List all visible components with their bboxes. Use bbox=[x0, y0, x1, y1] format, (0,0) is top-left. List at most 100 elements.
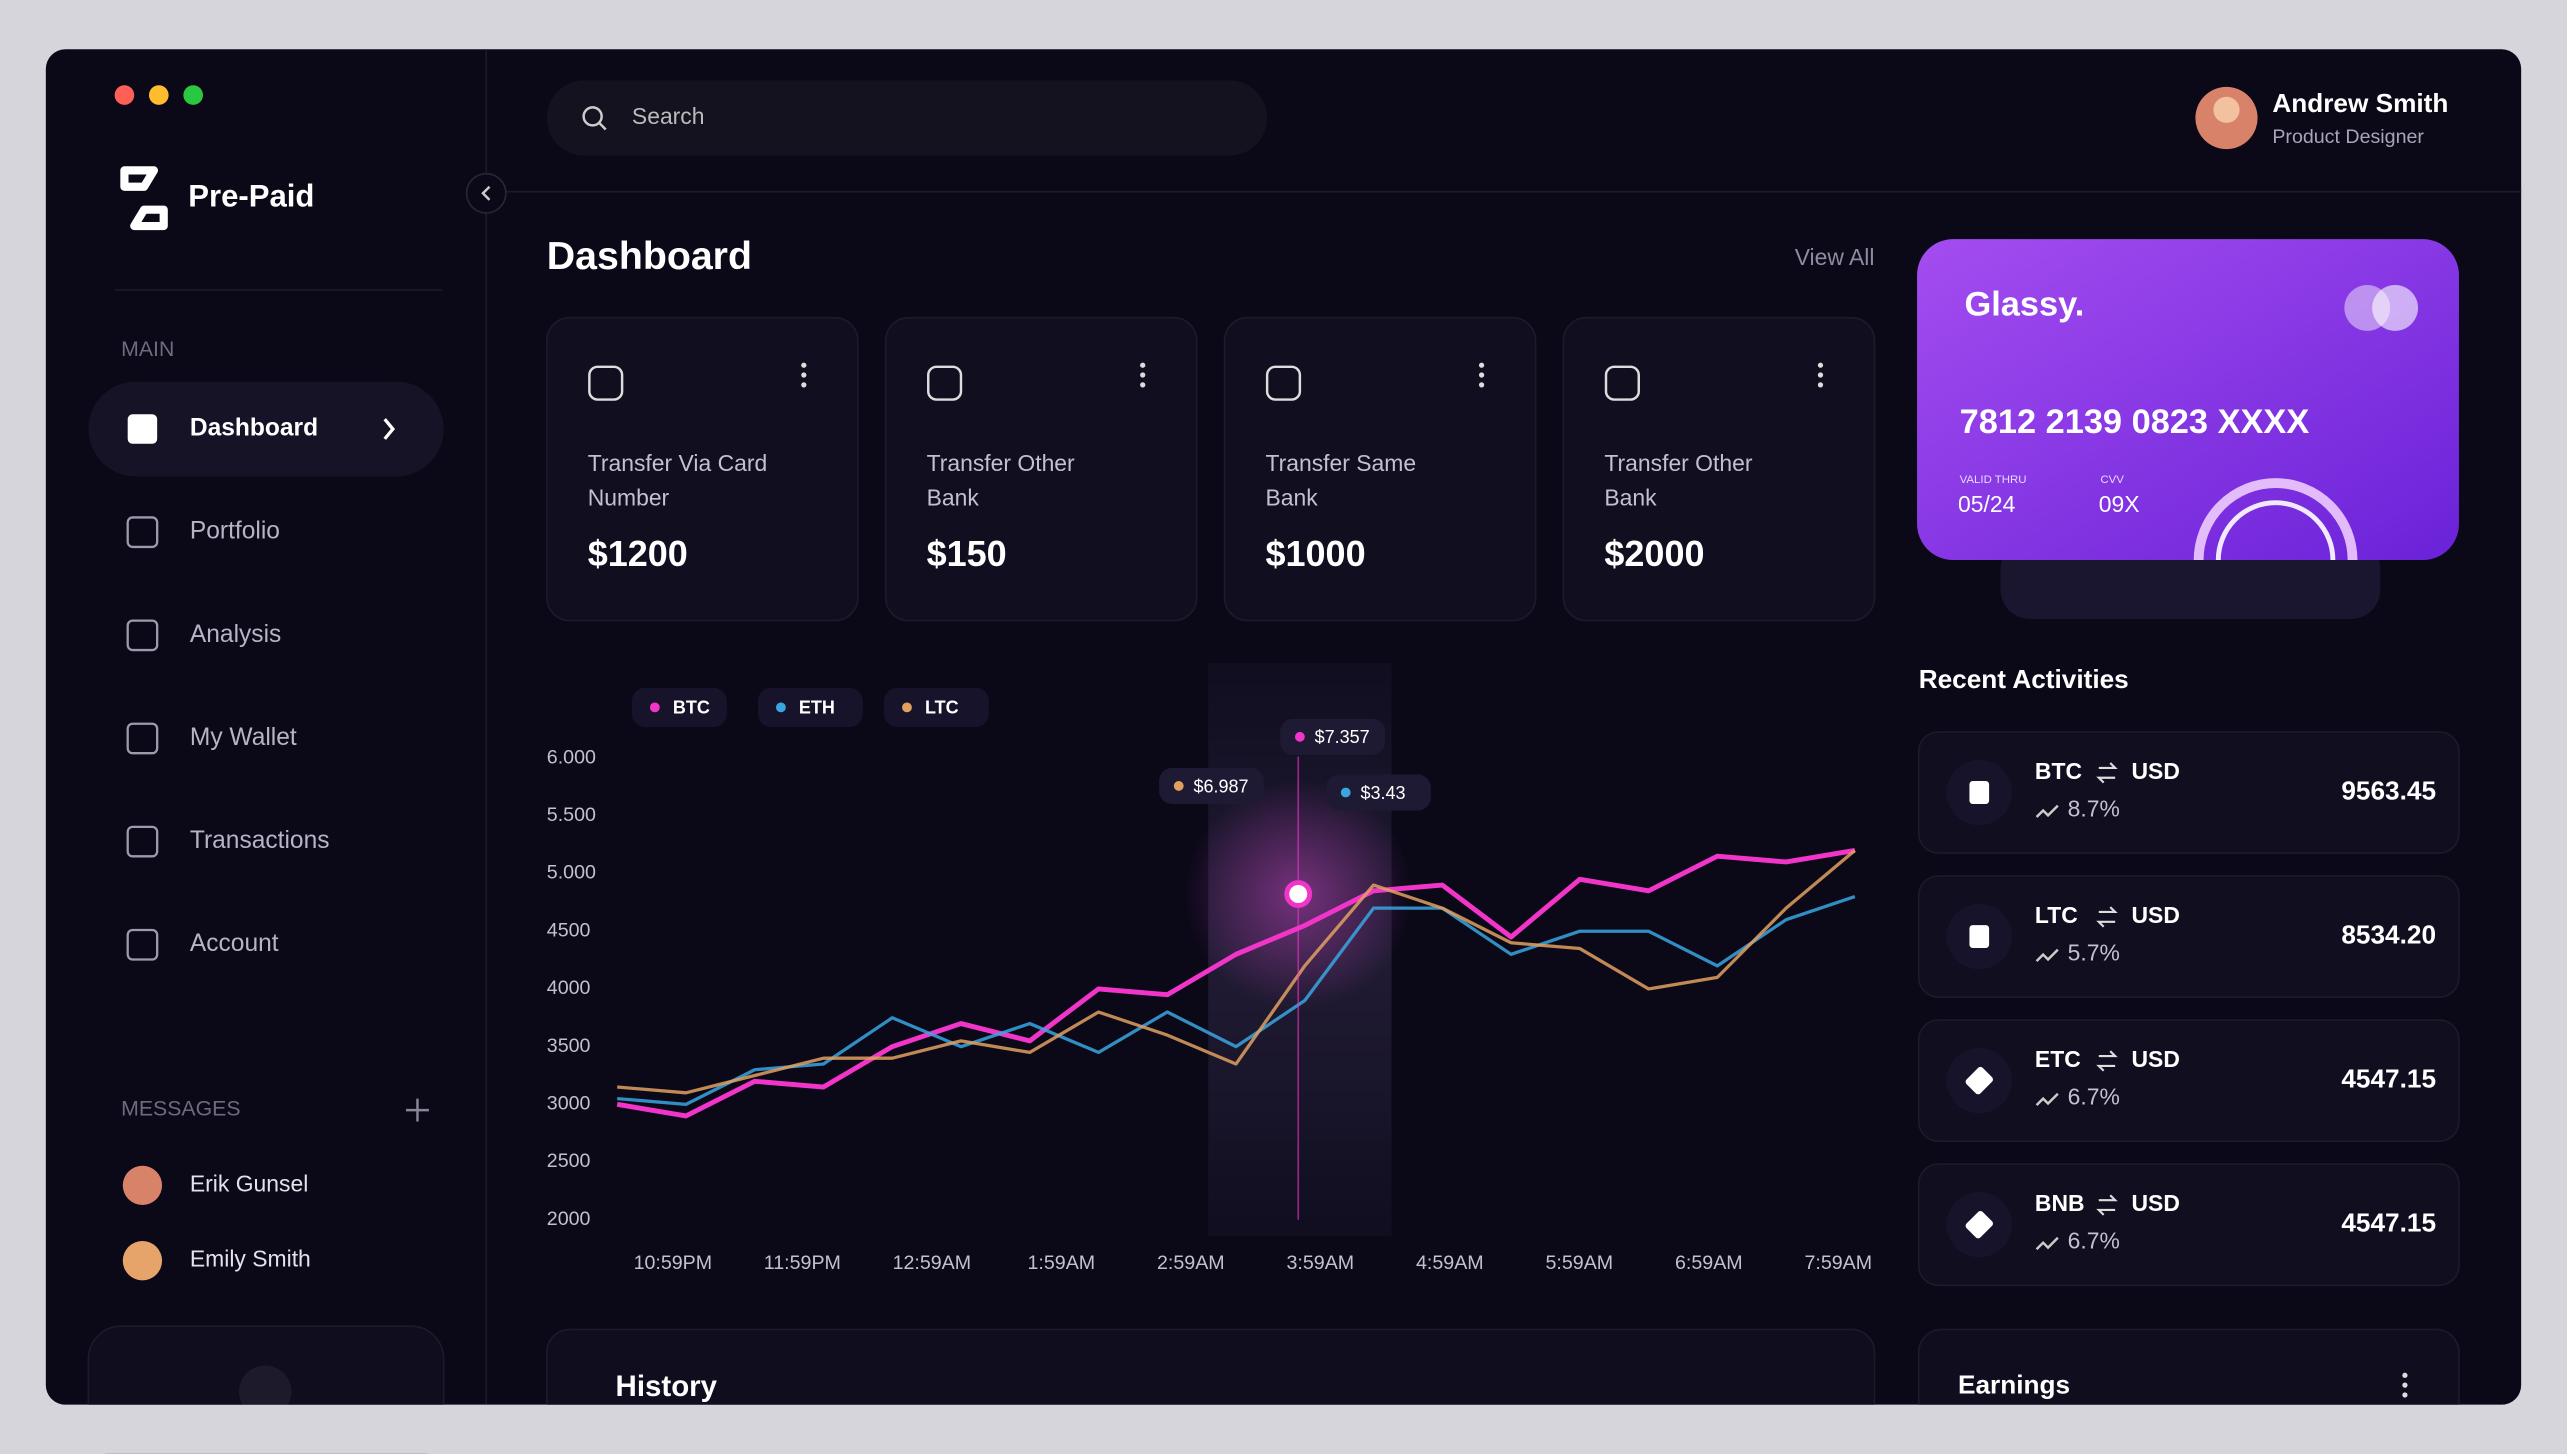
nav-icon[interactable] bbox=[127, 414, 158, 444]
nav-item[interactable]: My Wallet bbox=[190, 724, 297, 751]
trend-icon bbox=[2035, 948, 2059, 962]
swap-icon bbox=[2096, 762, 2118, 784]
nav-item[interactable]: Transactions bbox=[190, 827, 330, 854]
contact-name[interactable]: Erik Gunsel bbox=[190, 1170, 308, 1196]
min-dot[interactable] bbox=[148, 85, 169, 105]
trend-icon bbox=[2035, 804, 2059, 818]
pair-to: USD bbox=[2132, 902, 2180, 928]
x-tick-label: 11:59PM bbox=[764, 1252, 841, 1274]
more-dot[interactable] bbox=[1478, 372, 1485, 378]
nav-icon[interactable] bbox=[126, 516, 159, 549]
nav-icon[interactable] bbox=[126, 722, 159, 755]
x-tick-label: 3:59AM bbox=[1287, 1252, 1355, 1274]
card-label: Transfer Same bbox=[1265, 450, 1416, 476]
nav-icon[interactable] bbox=[126, 825, 159, 858]
nav-chevron bbox=[383, 418, 396, 440]
more-dot[interactable] bbox=[1817, 372, 1824, 378]
x-tick-label: 4:59AM bbox=[1416, 1252, 1484, 1274]
more-dot[interactable] bbox=[1817, 362, 1824, 368]
page-title: Dashboard bbox=[547, 234, 752, 278]
y-tick-label: 5.500 bbox=[547, 804, 596, 826]
pair-from: LTC bbox=[2035, 902, 2078, 928]
nav-icon[interactable] bbox=[126, 619, 159, 652]
coin-glyph bbox=[1969, 925, 1990, 949]
transfer-card[interactable] bbox=[884, 316, 1198, 622]
card-brand: Glassy. bbox=[1965, 285, 2085, 323]
x-tick-label: 12:59AM bbox=[893, 1252, 972, 1274]
more-dot[interactable] bbox=[801, 382, 807, 388]
card-glow bbox=[2215, 500, 2336, 561]
more-dot[interactable] bbox=[1140, 372, 1146, 378]
more-dot[interactable] bbox=[1478, 382, 1485, 388]
more-dot[interactable] bbox=[1817, 382, 1824, 388]
nav-item[interactable]: Portfolio bbox=[190, 518, 280, 545]
transfer-card[interactable] bbox=[545, 316, 859, 622]
nav-item[interactable]: Dashboard bbox=[190, 415, 318, 442]
credit-card[interactable] bbox=[1917, 239, 2459, 561]
legend-chip[interactable] bbox=[884, 687, 989, 727]
tooltip bbox=[1159, 767, 1264, 804]
more-dot[interactable] bbox=[1140, 362, 1146, 368]
series-line bbox=[616, 848, 1856, 1119]
add-message[interactable] bbox=[406, 1098, 429, 1122]
user-name: Andrew Smith bbox=[2272, 88, 2448, 118]
amount: 4547.15 bbox=[2341, 1064, 2436, 1094]
max-dot[interactable] bbox=[183, 85, 204, 105]
activity-row[interactable] bbox=[1917, 875, 2460, 998]
search-placeholder: Search bbox=[632, 103, 705, 129]
pair-to: USD bbox=[2132, 758, 2180, 784]
search-icon bbox=[598, 122, 607, 131]
nav-item[interactable]: Analysis bbox=[190, 621, 281, 648]
more-dot[interactable] bbox=[801, 362, 807, 368]
more-icon[interactable] bbox=[2402, 1372, 2408, 1398]
section-label: MAIN bbox=[121, 337, 174, 361]
card-logo bbox=[2372, 284, 2419, 331]
card-label: Transfer Other bbox=[1604, 450, 1752, 476]
trend-icon bbox=[2035, 1092, 2059, 1107]
contact-name[interactable]: Emily Smith bbox=[190, 1246, 311, 1272]
collapse-button[interactable] bbox=[465, 172, 507, 214]
coin-glyph bbox=[1965, 1210, 1993, 1239]
legend-dot bbox=[902, 702, 912, 713]
history-title: History bbox=[616, 1370, 718, 1403]
collapse-icon bbox=[481, 185, 491, 201]
tooltip-dot bbox=[1340, 787, 1351, 798]
tooltip-dot bbox=[1294, 731, 1305, 742]
tooltip bbox=[1326, 774, 1431, 811]
card-valid: 05/24 bbox=[1958, 491, 2016, 517]
activity-row[interactable] bbox=[1917, 1163, 2460, 1287]
amount: 4547.15 bbox=[2341, 1208, 2436, 1238]
x-tick-label: 10:59PM bbox=[634, 1252, 713, 1274]
view-all[interactable]: View All bbox=[1795, 244, 1875, 270]
search-box[interactable] bbox=[546, 80, 1268, 156]
nav-icon[interactable] bbox=[126, 928, 159, 961]
y-tick-label: 5.000 bbox=[547, 862, 596, 884]
transfer-card[interactable] bbox=[1223, 316, 1537, 622]
close-dot[interactable] bbox=[114, 85, 135, 105]
card-cvv: 09X bbox=[2099, 491, 2140, 517]
nav-item[interactable]: Account bbox=[190, 930, 279, 957]
activity-row[interactable] bbox=[1917, 1019, 2460, 1143]
transfer-card[interactable] bbox=[1562, 316, 1876, 622]
avatar-face bbox=[2213, 96, 2240, 123]
card-amount: $2000 bbox=[1604, 533, 1704, 574]
user-role: Product Designer bbox=[2272, 126, 2424, 148]
section-label: MESSAGES bbox=[121, 1097, 240, 1121]
more-dot[interactable] bbox=[801, 372, 807, 378]
more-dot[interactable] bbox=[1478, 362, 1485, 368]
more-dot[interactable] bbox=[1140, 382, 1146, 388]
tooltip-text: $3.43 bbox=[1360, 783, 1405, 803]
legend-chip[interactable] bbox=[757, 687, 863, 727]
pair-from: BTC bbox=[2035, 758, 2082, 784]
card-icon bbox=[927, 365, 963, 401]
legend-chip[interactable] bbox=[631, 687, 727, 727]
search-icon bbox=[582, 106, 603, 127]
contact-avatar[interactable] bbox=[122, 1241, 163, 1281]
section-title: Recent Activities bbox=[1919, 664, 2129, 694]
y-tick-label: 4500 bbox=[547, 919, 591, 941]
activity-row[interactable] bbox=[1917, 731, 2460, 854]
y-tick-label: 6.000 bbox=[547, 746, 596, 768]
card-amount: $1000 bbox=[1265, 533, 1365, 574]
contact-avatar[interactable] bbox=[122, 1165, 163, 1206]
card-label: Bank bbox=[927, 484, 980, 510]
